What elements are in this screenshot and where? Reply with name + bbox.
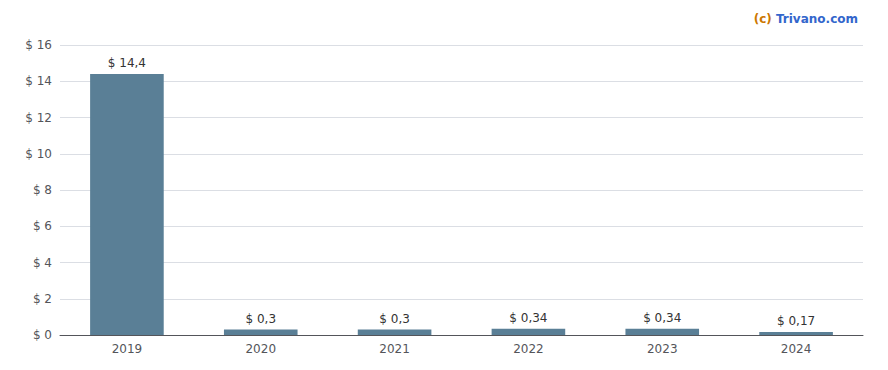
svg-text:(c): (c)	[754, 12, 776, 26]
svg-text:2023: 2023	[647, 342, 678, 356]
svg-text:$ 12: $ 12	[25, 111, 52, 125]
svg-text:Trivano.com: Trivano.com	[776, 12, 858, 26]
svg-text:$ 0,3: $ 0,3	[245, 312, 276, 326]
svg-text:$ 14,4: $ 14,4	[108, 56, 146, 70]
svg-text:$ 2: $ 2	[33, 292, 52, 306]
svg-text:2021: 2021	[379, 342, 410, 356]
svg-text:$ 4: $ 4	[33, 256, 52, 270]
svg-text:$ 0,17: $ 0,17	[777, 314, 815, 328]
svg-text:2022: 2022	[513, 342, 544, 356]
svg-text:$ 14: $ 14	[25, 74, 52, 88]
svg-text:$ 8: $ 8	[33, 183, 52, 197]
svg-text:2019: 2019	[112, 342, 143, 356]
svg-text:$ 0,34: $ 0,34	[643, 311, 681, 325]
svg-text:2024: 2024	[781, 342, 812, 356]
svg-text:$ 6: $ 6	[33, 219, 52, 233]
svg-text:$ 10: $ 10	[25, 147, 52, 161]
svg-text:$ 0: $ 0	[33, 328, 52, 342]
svg-text:2020: 2020	[245, 342, 276, 356]
svg-text:$ 0,34: $ 0,34	[509, 311, 547, 325]
svg-text:$ 16: $ 16	[25, 38, 52, 52]
svg-text:$ 0,3: $ 0,3	[379, 312, 410, 326]
